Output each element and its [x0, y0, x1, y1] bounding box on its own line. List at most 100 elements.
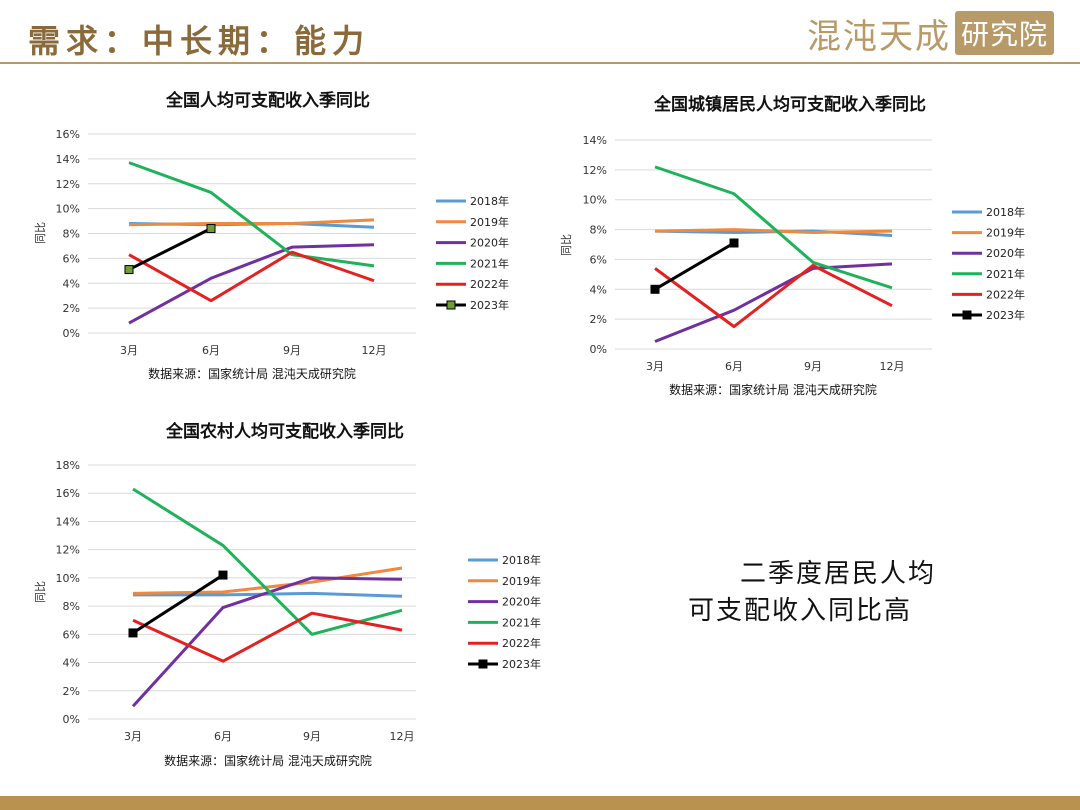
y-tick-label: 8% — [63, 228, 80, 241]
legend-label: 2020年 — [986, 246, 1025, 260]
footer-bar — [0, 796, 1080, 810]
page-title: 需求：中长期：能力 — [28, 22, 371, 60]
series-line-2020年 — [131, 576, 403, 708]
x-tick-label: 12月 — [362, 344, 387, 357]
series-line-2022年 — [132, 611, 403, 663]
header-divider — [0, 62, 1080, 64]
y-tick-label: 10% — [56, 572, 80, 585]
y-tick-label: 0% — [63, 713, 80, 726]
source-note: 数据来源：国家统计局 混沌天成研究院 — [669, 382, 877, 397]
y-tick-label: 0% — [590, 343, 607, 356]
series-line-2020年 — [654, 262, 893, 343]
series-line-2020年 — [128, 243, 375, 325]
x-tick-label: 12月 — [880, 360, 905, 373]
y-tick-label: 14% — [583, 134, 607, 147]
chart-title: 全国农村人均可支配收入季同比 — [165, 421, 404, 442]
chart-national-income: 全国人均可支配收入季同比 0% 2% 4% 6% 8% 10% 12% 14% 16% 3月 6月 9月… — [28, 86, 548, 386]
y-tick-label: 2% — [63, 302, 80, 315]
legend-label: 2019年 — [470, 215, 509, 229]
y-tick-label: 2% — [63, 685, 80, 698]
legend-label: 2018年 — [986, 205, 1025, 219]
y-tick-label: 4% — [590, 283, 607, 296]
logo-text: 混沌天成 — [806, 16, 951, 57]
series-line-2023年 — [654, 241, 735, 291]
legend-marker — [962, 310, 972, 320]
legend-label: 2023年 — [470, 298, 509, 312]
y-tick-label: 12% — [56, 178, 80, 191]
legend-label: 2023年 — [502, 657, 541, 671]
legend-label: 2018年 — [470, 194, 509, 208]
series-line-2023年 — [128, 227, 212, 271]
legend-label: 2021年 — [986, 267, 1025, 281]
series-line-2023年 — [132, 573, 224, 635]
data-point-2023 — [128, 628, 138, 638]
legend-marker — [478, 659, 488, 669]
legend-label: 2022年 — [470, 277, 509, 291]
chart-title: 全国人均可支配收入季同比 — [165, 90, 370, 111]
y-tick-label: 16% — [56, 128, 80, 141]
source-note: 数据来源：国家统计局 混沌天成研究院 — [148, 366, 356, 381]
legend-label: 2020年 — [470, 236, 509, 250]
legend-label: 2021年 — [470, 256, 509, 270]
y-tick-label: 18% — [56, 459, 80, 472]
legend-label: 2023年 — [986, 308, 1025, 322]
y-tick-label: 8% — [63, 600, 80, 613]
commentary-line-2: 可支配收入同比高 — [688, 596, 913, 626]
y-tick-label: 8% — [590, 224, 607, 237]
y-tick-label: 6% — [63, 252, 80, 265]
y-tick-label: 10% — [583, 194, 607, 207]
series-line-2021年 — [132, 487, 403, 636]
x-tick-label: 3月 — [646, 360, 664, 373]
commentary-line-1: 二季度居民人均 — [740, 559, 937, 589]
series-line-2021年 — [654, 165, 893, 290]
x-tick-label: 9月 — [804, 360, 822, 373]
y-tick-label: 16% — [56, 487, 80, 500]
legend-marker — [446, 300, 456, 310]
x-tick-label: 6月 — [725, 360, 743, 373]
x-tick-label: 9月 — [303, 730, 321, 743]
y-tick-label: 0% — [63, 327, 80, 340]
y-tick-label: 6% — [63, 628, 80, 641]
data-point-2023 — [650, 284, 660, 294]
y-tick-label: 4% — [63, 657, 80, 670]
chart-title: 全国城镇居民人均可支配收入季同比 — [653, 94, 926, 115]
x-tick-label: 3月 — [120, 344, 138, 357]
y-tick-label: 14% — [56, 153, 80, 166]
series-line-2019年 — [132, 566, 403, 595]
logo-box: 研究院 — [954, 11, 1054, 55]
x-tick-label: 6月 — [214, 730, 232, 743]
y-axis-label: 同比 — [34, 222, 47, 244]
y-tick-label: 4% — [63, 277, 80, 290]
y-tick-label: 10% — [56, 203, 80, 216]
legend-label: 2020年 — [502, 595, 541, 609]
series-line-2019年 — [654, 228, 893, 235]
data-point-2023 — [218, 570, 228, 580]
y-tick-label: 12% — [583, 164, 607, 177]
legend-label: 2021年 — [502, 615, 541, 629]
y-axis-label: 同比 — [560, 234, 573, 256]
commentary-text: 二季度居民人均 可支配收入同比高 — [688, 556, 1008, 630]
legend-label: 2019年 — [502, 574, 541, 588]
x-tick-label: 6月 — [202, 344, 220, 357]
data-point-2023 — [729, 238, 739, 248]
x-tick-label: 12月 — [390, 730, 415, 743]
x-tick-label: 3月 — [124, 730, 142, 743]
y-tick-label: 2% — [590, 313, 607, 326]
chart-svg: 全国人均可支配收入季同比 0% 2% 4% 6% 8% 10% 12% 14% 16% 3月 6月 9月… — [34, 90, 509, 381]
series-line-2021年 — [128, 161, 375, 268]
y-axis-label: 同比 — [34, 581, 47, 603]
y-tick-label: 6% — [590, 253, 607, 266]
y-tick-label: 14% — [56, 515, 80, 528]
data-point-2023 — [124, 265, 134, 275]
chart-svg: 全国农村人均可支配收入季同比 0% 2% 4% 6% 8% 10% 12% 14% 16% 18% 3… — [34, 421, 541, 768]
data-point-2023 — [206, 224, 216, 234]
chart-urban-income: 全国城镇居民人均可支配收入季同比 0% 2% 4% 6% 8% 10% 12% 14% 3月 6月 9… — [555, 88, 1075, 398]
chart-svg: 全国城镇居民人均可支配收入季同比 0% 2% 4% 6% 8% 10% 12% 14% 3月 6月 9… — [560, 94, 1025, 397]
series-line-2022年 — [654, 263, 893, 329]
series-line-2022年 — [128, 250, 375, 303]
legend-label: 2018年 — [502, 553, 541, 567]
y-tick-label: 12% — [56, 544, 80, 557]
source-note: 数据来源：国家统计局 混沌天成研究院 — [164, 753, 372, 768]
brand-logo: 混沌天成 研究院 — [807, 11, 1054, 57]
legend-label: 2022年 — [502, 636, 541, 650]
